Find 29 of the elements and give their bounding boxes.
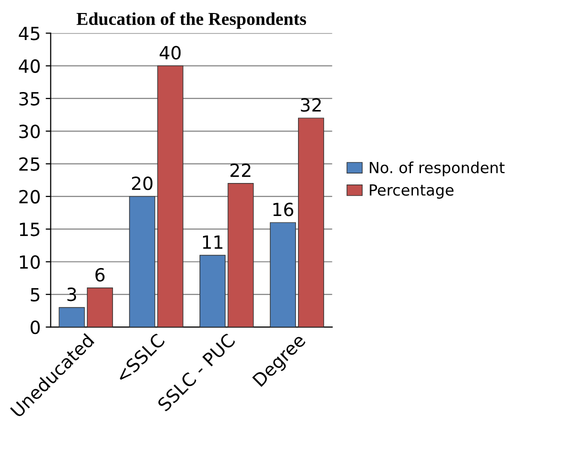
chart-title: Education of the Respondents xyxy=(76,12,306,29)
data-label: 20 xyxy=(132,176,152,190)
data-label: 3 xyxy=(67,288,76,302)
bar xyxy=(58,307,85,328)
data-label: 32 xyxy=(300,98,321,112)
y-tick-label: 15 xyxy=(20,222,40,236)
legend-label: Percentage xyxy=(370,184,454,199)
data-label: 16 xyxy=(273,202,294,216)
y-tick-label: 0 xyxy=(30,320,40,334)
bar xyxy=(228,183,254,328)
bar xyxy=(270,222,296,328)
data-label: 6 xyxy=(95,268,105,282)
bar xyxy=(129,196,156,328)
y-tick-label: 40 xyxy=(18,59,40,73)
bar xyxy=(200,254,226,328)
y-tick-label: 30 xyxy=(19,124,40,138)
bar xyxy=(86,288,113,328)
y-tick-label: 25 xyxy=(19,157,40,171)
y-tick-label: 35 xyxy=(19,92,40,106)
y-tick-label: 10 xyxy=(20,255,40,269)
bar xyxy=(157,65,184,328)
legend-label: No. of respondent xyxy=(370,162,505,176)
y-tick-label: 5 xyxy=(30,288,40,302)
y-tick-label: 20 xyxy=(19,190,40,204)
y-tick-label: 45 xyxy=(18,26,40,40)
data-label: 22 xyxy=(230,163,250,177)
data-label: 40 xyxy=(160,46,181,60)
data-label: 11 xyxy=(203,236,222,249)
bar xyxy=(298,118,324,328)
